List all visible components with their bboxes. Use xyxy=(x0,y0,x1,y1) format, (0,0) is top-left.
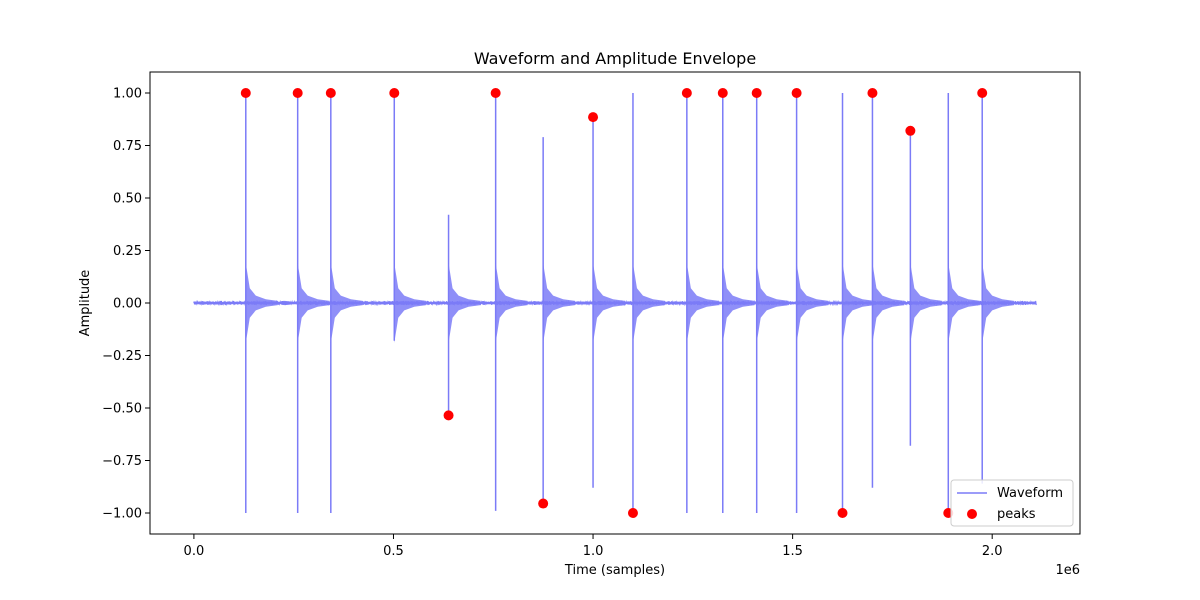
peak-point xyxy=(905,125,916,136)
waveform-ringing xyxy=(330,263,363,343)
plot-area xyxy=(149,71,1081,535)
peak-point xyxy=(490,88,501,98)
waveform-ringing xyxy=(982,263,1015,343)
y-tick-label: 0.25 xyxy=(113,244,142,259)
waveform-ringing xyxy=(948,263,981,343)
peak-point xyxy=(751,88,762,98)
waveform-ringing xyxy=(245,263,278,343)
y-axis: 1.00 0.75 0.50 0.25 0.00 −0.25 −0.50 −0.75 −1.00 xyxy=(102,87,150,522)
y-tick-label: 0.50 xyxy=(113,192,142,207)
waveform-ringing xyxy=(872,263,905,343)
legend-peaks-swatch xyxy=(967,509,977,519)
legend: Waveform peaks xyxy=(950,479,1074,527)
y-tick-label: 0.00 xyxy=(113,297,142,312)
waveform-ringing xyxy=(842,263,875,343)
legend-waveform-label: Waveform xyxy=(997,486,1063,501)
y-tick-label: −0.75 xyxy=(102,454,142,469)
x-axis-label: Time (samples) xyxy=(564,563,665,578)
x-tick-label: 1.0 xyxy=(583,544,604,559)
peak-point xyxy=(837,508,848,518)
waveform-ringing xyxy=(448,263,481,343)
peak-point xyxy=(588,112,599,123)
peak-point xyxy=(292,88,303,98)
y-axis-label: Amplitude xyxy=(78,270,93,337)
peak-point xyxy=(538,498,549,509)
chart-title: Waveform and Amplitude Envelope xyxy=(474,49,756,68)
waveform-ringing xyxy=(686,263,719,343)
x-tick-label: 0.0 xyxy=(184,544,205,559)
waveform-ringing xyxy=(543,263,576,343)
peak-point xyxy=(627,508,638,518)
waveform-ringing xyxy=(495,263,528,343)
peak-point xyxy=(791,88,802,98)
waveform-series xyxy=(193,93,1037,513)
x-tick-label: 0.5 xyxy=(383,544,404,559)
peak-point xyxy=(867,88,878,98)
x-tick-label: 1.5 xyxy=(782,544,803,559)
peak-point xyxy=(443,410,454,421)
peak-point xyxy=(389,88,400,98)
peak-point xyxy=(717,88,728,98)
waveform-ringing xyxy=(593,263,626,343)
peak-point xyxy=(325,88,336,98)
x-axis: 0.0 0.5 1.0 1.5 2.0 xyxy=(184,534,1003,559)
x-tick-label: 2.0 xyxy=(982,544,1003,559)
waveform-ringing xyxy=(910,263,943,343)
peak-point xyxy=(681,88,692,98)
x-offset-label: 1e6 xyxy=(1055,563,1080,578)
waveform-ringing xyxy=(394,263,427,343)
peak-point xyxy=(977,88,988,98)
y-tick-label: −0.50 xyxy=(102,402,142,417)
y-tick-label: −0.25 xyxy=(102,349,142,364)
waveform-ringing xyxy=(756,263,789,343)
waveform-ringing xyxy=(632,263,665,343)
y-tick-label: −1.00 xyxy=(102,507,142,522)
waveform-ringing xyxy=(796,263,829,343)
peak-point xyxy=(240,88,251,98)
legend-peaks-label: peaks xyxy=(997,507,1036,522)
y-tick-label: 1.00 xyxy=(113,87,142,102)
waveform-ringing xyxy=(722,263,755,343)
legend-box xyxy=(950,479,1074,527)
y-tick-label: 0.75 xyxy=(113,139,142,154)
peaks-series xyxy=(240,88,988,518)
waveform-ringing xyxy=(297,263,330,343)
